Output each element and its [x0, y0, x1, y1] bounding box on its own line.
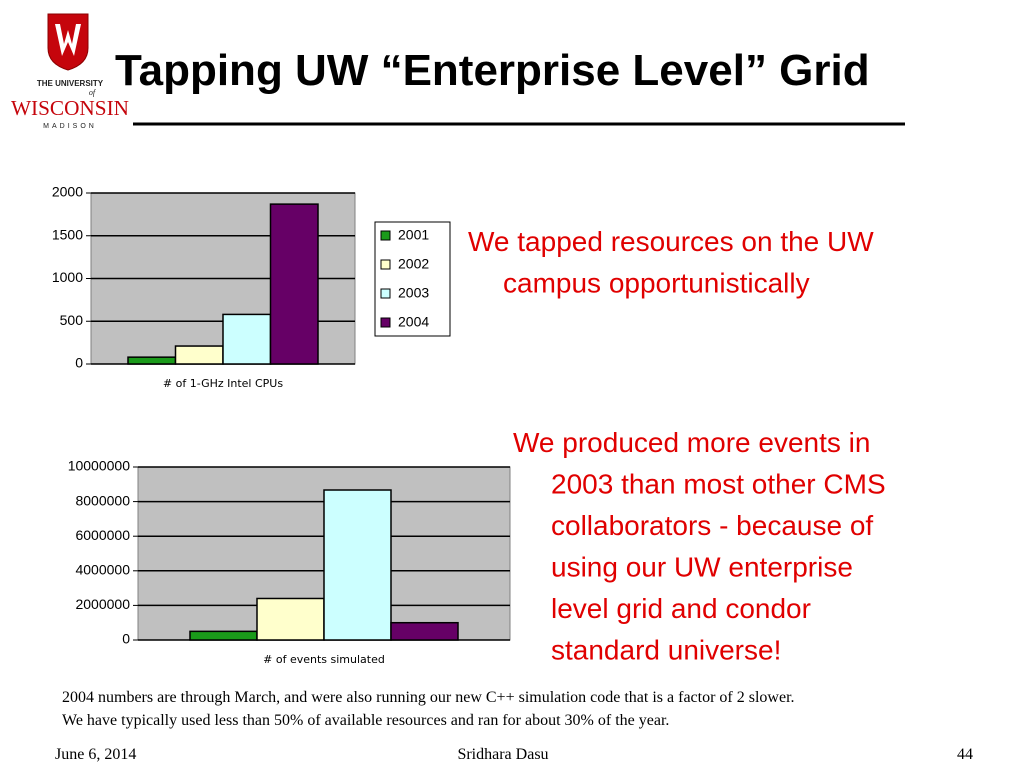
bar [127, 356, 177, 365]
bullets: We tapped resources on the UW campus oppo… [468, 226, 886, 666]
y-tick-label: 0 [75, 355, 83, 371]
y-tick-label: 500 [60, 312, 84, 328]
bar [269, 203, 319, 365]
x-category-label: # of 1-GHz Intel CPUs [163, 377, 283, 390]
chart: 0 2000000 4000000 6000000 8000000 10000000 # o… [68, 458, 511, 666]
y-tick-label: 8000000 [75, 492, 130, 508]
logo: THE UNIVERSITY of WISCONSIN MADISON [11, 13, 129, 130]
logo-text: THE UNIVERSITY [37, 79, 104, 88]
footnote: We have typically used less than 50% of … [62, 712, 669, 729]
logo-text: MADISON [43, 123, 97, 130]
y-tick-label: 0 [122, 631, 130, 647]
bar [189, 630, 258, 641]
legend-label: 2001 [398, 227, 429, 243]
y-tick-label: 6000000 [75, 527, 130, 543]
legend-swatch [380, 317, 391, 328]
bullet-line: campus opportunistically [503, 268, 810, 299]
legend-swatch [380, 288, 391, 299]
bar [323, 489, 392, 641]
legend-label: 2003 [398, 285, 429, 301]
footer-page: 44 [957, 746, 973, 763]
bar [256, 597, 325, 641]
footer-date: June 6, 2014 [55, 746, 136, 763]
logo-text: of [89, 88, 97, 97]
y-tick-label: 10000000 [68, 458, 131, 474]
legend-swatch [380, 230, 391, 241]
bar [222, 313, 272, 365]
legend-swatch [380, 259, 391, 270]
charts: 0 500 1000 1500 2000 # of 1-GHz Intel CPUs 200… [52, 184, 511, 666]
y-tick-label: 2000 [52, 184, 83, 200]
bullet-line: collaborators - because of [551, 510, 873, 541]
bullet-line: 2003 than most other CMS [551, 469, 886, 500]
bullet-line: level grid and condor [551, 593, 811, 624]
legend-label: 2004 [398, 314, 429, 330]
bar [390, 621, 459, 641]
y-tick-label: 2000000 [75, 596, 130, 612]
legend-label: 2002 [398, 256, 429, 272]
footnote: 2004 numbers are through March, and were… [62, 689, 795, 706]
y-tick-label: 1500 [52, 226, 83, 242]
logo-w [55, 24, 81, 56]
bullet-line: using our UW enterprise [551, 552, 853, 583]
legend-box [374, 221, 451, 337]
bullet-line: We produced more events in [513, 427, 870, 458]
slide-title: Tapping UW “Enterprise Level” Grid [115, 46, 870, 95]
chart: 0 500 1000 1500 2000 # of 1-GHz Intel CPUs 200… [52, 184, 451, 390]
y-tick-label: 4000000 [75, 562, 130, 578]
bullet-line: We tapped resources on the UW [468, 226, 874, 257]
footer-author: Sridhara Dasu [457, 746, 548, 763]
bar [174, 345, 224, 365]
x-category-label: # of events simulated [263, 653, 385, 666]
y-tick-label: 1000 [52, 269, 83, 285]
logo-text: WISCONSIN [11, 96, 129, 120]
bullet-line: standard universe! [551, 635, 781, 666]
